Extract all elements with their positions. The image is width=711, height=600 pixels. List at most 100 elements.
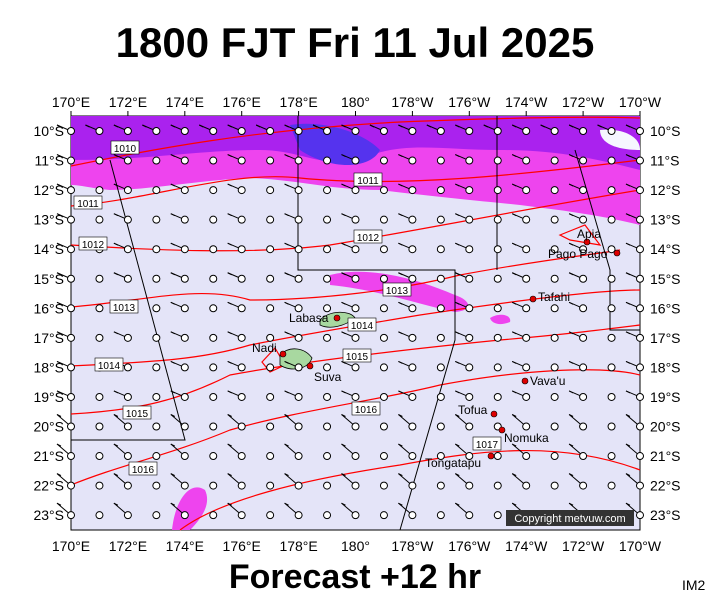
- barb-station: [579, 481, 588, 490]
- barb-station: [209, 452, 218, 461]
- barb-feather: [255, 124, 261, 128]
- barb-station: [152, 245, 161, 254]
- barb-station: [67, 452, 75, 461]
- barb-feather: [341, 360, 346, 364]
- barb-feather: [113, 331, 119, 335]
- barb-station: [237, 333, 246, 342]
- barb-station: [493, 304, 502, 313]
- barb-feather: [455, 183, 460, 187]
- barb-station: [209, 274, 218, 283]
- place-name: Pago Pago: [548, 247, 608, 261]
- barb-station: [408, 215, 417, 224]
- barb-station: [351, 127, 360, 135]
- barb-station: [67, 481, 75, 490]
- barb-station: [522, 392, 531, 401]
- barb-station: [152, 304, 161, 313]
- barb-station: [436, 452, 445, 461]
- barb-feather: [455, 301, 460, 305]
- barb-feather: [341, 502, 346, 506]
- barb-feather: [284, 414, 289, 417]
- barb-station: [95, 392, 104, 401]
- lat-label: 22°S: [650, 478, 681, 494]
- place-dot: [490, 410, 498, 418]
- barb-feather: [398, 473, 403, 477]
- barb-station: [465, 481, 474, 490]
- place-dot: [529, 295, 537, 303]
- barb-feather: [398, 272, 403, 276]
- barb-feather: [540, 124, 545, 128]
- barb-station: [351, 422, 360, 431]
- barb-feather: [511, 390, 517, 394]
- barb-station: [95, 452, 104, 461]
- barb-station: [636, 304, 644, 313]
- barb-station: [493, 156, 502, 165]
- barb-station: [180, 127, 189, 135]
- barb-feather: [312, 124, 318, 128]
- barb-feather: [625, 414, 631, 417]
- subtitle: Forecast +12 hr: [229, 558, 481, 596]
- barb-feather: [227, 124, 232, 128]
- barb-feather: [511, 331, 517, 335]
- barb-station: [436, 333, 445, 342]
- isobar-label-box: [351, 401, 381, 416]
- isobar: [70, 116, 641, 167]
- barb-station: [607, 481, 616, 490]
- barb-station: [522, 245, 531, 254]
- isobar-label-box: [342, 348, 372, 363]
- barb-station: [95, 422, 104, 431]
- lat-label: 14°S: [650, 241, 681, 257]
- barb-feather: [625, 390, 631, 394]
- isobar-label: 1014: [351, 321, 374, 332]
- barb-feather: [455, 331, 460, 335]
- barb-station: [123, 333, 132, 342]
- barb-station: [408, 481, 417, 490]
- lon-label: 176°W: [448, 94, 491, 110]
- barb-station: [123, 452, 132, 461]
- lat-label: 16°S: [650, 300, 681, 316]
- barb-station: [294, 274, 303, 283]
- barb-feather: [568, 183, 574, 187]
- barb-feather: [113, 390, 119, 394]
- barb-station: [266, 363, 275, 372]
- barb-station: [465, 392, 474, 401]
- barb-station: [579, 363, 588, 372]
- barb-feather: [284, 154, 289, 157]
- isobar-label-box: [128, 461, 158, 476]
- barb-station: [237, 215, 246, 224]
- barb-station: [123, 274, 132, 283]
- barb-station: [550, 333, 559, 342]
- barb-station: [493, 127, 502, 135]
- barb-station: [67, 304, 75, 313]
- barb-station: [351, 333, 360, 342]
- barb-feather: [227, 183, 232, 187]
- barb-station: [95, 511, 104, 520]
- isobar: [179, 450, 641, 531]
- barb-feather: [568, 331, 574, 335]
- barb-station: [323, 452, 332, 461]
- barb-station: [266, 215, 275, 224]
- lat-label: 23°S: [650, 507, 681, 523]
- barb-station: [493, 186, 502, 195]
- barb-station: [266, 392, 275, 401]
- barb-station: [95, 215, 104, 224]
- barb-station: [152, 392, 161, 401]
- barb-station: [67, 392, 75, 401]
- barb-station: [465, 215, 474, 224]
- barb-station: [579, 304, 588, 313]
- barb-station: [67, 363, 75, 372]
- lon-label: 170°E: [52, 94, 90, 110]
- barb-feather: [398, 213, 403, 217]
- barb-feather: [170, 414, 176, 417]
- barb-station: [550, 186, 559, 195]
- barb-station: [152, 274, 161, 283]
- barb-feather: [568, 213, 574, 217]
- barb-station: [323, 511, 332, 520]
- barb-feather: [568, 272, 574, 276]
- barb-station: [493, 452, 502, 461]
- barb-feather: [56, 242, 62, 246]
- barb-feather: [455, 414, 460, 417]
- barb-station: [607, 422, 616, 431]
- barb-station: [95, 274, 104, 283]
- barb-station: [323, 481, 332, 490]
- barb-station: [152, 511, 161, 520]
